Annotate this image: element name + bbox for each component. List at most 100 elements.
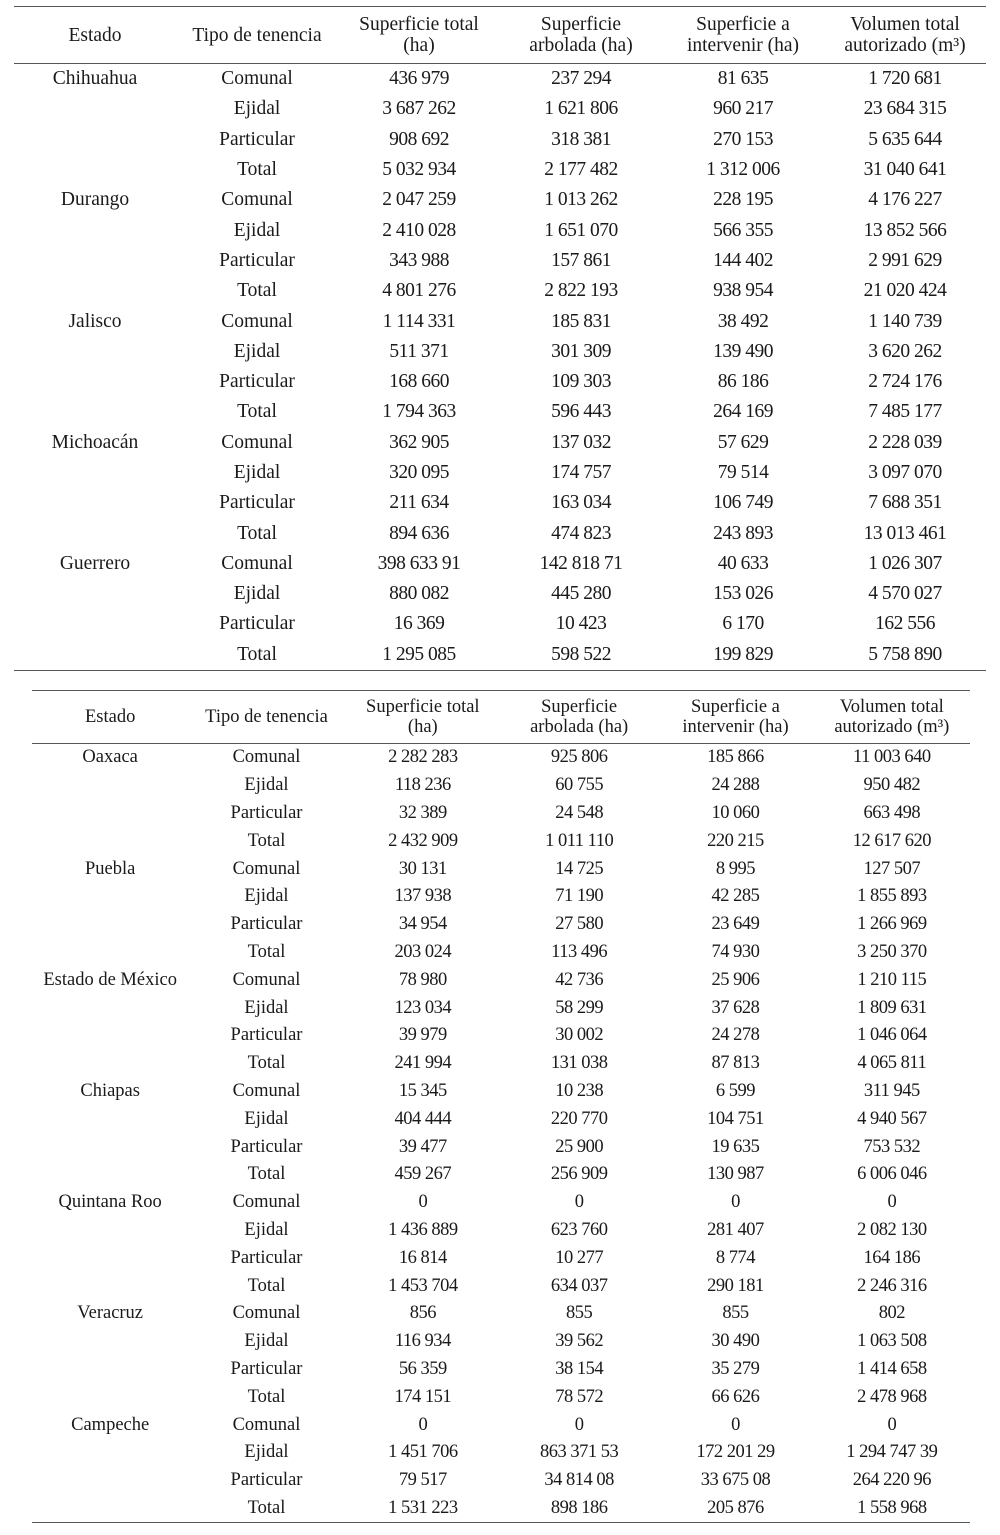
table-row: Particular 39 979 30 002 24 278 1 046 064: [32, 1022, 970, 1050]
cell-estado: [14, 609, 176, 639]
cell-superficie-intervenir: 1 312 006: [706, 159, 780, 181]
cell-tipo-tenencia: Ejidal: [233, 219, 281, 241]
table-row: Durango Comunal 2 047 259 1 013 262 228 195 4…: [14, 185, 986, 215]
cell-tipo-tenencia: Total: [237, 280, 277, 302]
cell-superficie-intervenir: 33 675 08: [700, 1470, 771, 1491]
cell-superficie-total: 137 938: [394, 886, 452, 907]
cell-volumen-autorizado: 21 020 424: [863, 280, 947, 302]
table-row: Chihuahua Comunal 436 979 237 294 81 635 1 72…: [14, 64, 986, 95]
cell-tipo-tenencia: Total: [247, 1053, 286, 1074]
cell-estado: Quintana Roo: [58, 1192, 162, 1213]
cell-volumen-autorizado: 13 013 461: [863, 522, 947, 544]
cell-estado: [32, 827, 188, 855]
cell-volumen-autorizado: 6 006 046: [857, 1164, 927, 1185]
header-row: Estado Tipo de tenencia Superficie total (…: [14, 6, 986, 64]
cell-superficie-intervenir: 8 774: [715, 1247, 756, 1268]
cell-estado: [32, 1244, 188, 1272]
cell-superficie-intervenir: 0: [731, 1414, 740, 1435]
cell-superficie-intervenir: 106 749: [713, 492, 773, 514]
cell-superficie-arbolada: 634 037: [550, 1275, 608, 1296]
column-header-superficie-intervenir: Superficie a intervenir (ha): [682, 697, 789, 737]
cell-estado: [32, 883, 188, 911]
table-row: Total 5 032 934 2 177 482 1 312 006 31 040 6…: [14, 155, 986, 185]
table-row: Total 174 151 78 572 66 626 2 478 968: [32, 1383, 970, 1411]
cell-superficie-arbolada: 855: [566, 1303, 593, 1324]
cell-tipo-tenencia: Particular: [230, 1247, 303, 1268]
cell-superficie-intervenir: 66 626: [711, 1386, 760, 1407]
cell-superficie-intervenir: 199 829: [713, 643, 773, 665]
cell-superficie-arbolada: 60 755: [555, 775, 604, 796]
cell-estado: [32, 1328, 188, 1356]
cell-tipo-tenencia: Total: [247, 941, 286, 962]
cell-tipo-tenencia: Ejidal: [244, 1331, 289, 1352]
cell-superficie-arbolada: 2 177 482: [544, 159, 618, 181]
cell-volumen-autorizado: 164 186: [863, 1247, 921, 1268]
cell-superficie-intervenir: 24 288: [711, 775, 760, 796]
cell-tipo-tenencia: Total: [247, 830, 286, 851]
cell-estado: [14, 397, 176, 427]
cell-tipo-tenencia: Particular: [219, 613, 295, 635]
table-row: Veracruz Comunal 856 855 855 802: [32, 1300, 970, 1328]
cell-volumen-autorizado: 4 176 227: [868, 189, 942, 211]
cell-superficie-intervenir: 10 060: [711, 802, 760, 823]
cell-volumen-autorizado: 1 414 658: [857, 1358, 927, 1379]
column-header-volumen-autorizado: Volumen total autorizado (m³): [834, 697, 950, 737]
cell-tipo-tenencia: Particular: [219, 128, 295, 150]
cell-superficie-arbolada: 42 736: [555, 969, 604, 990]
table-row: Total 241 994 131 038 87 813 4 065 811: [32, 1050, 970, 1078]
table-row: Ejidal 404 444 220 770 104 751 4 940 567: [32, 1105, 970, 1133]
table-row: Campeche Comunal 0 0 0 0: [32, 1411, 970, 1439]
table-row: Ejidal 880 082 445 280 153 026 4 570 027: [14, 579, 986, 609]
table-row: Particular 32 389 24 548 10 060 663 498: [32, 800, 970, 828]
cell-volumen-autorizado: 1 210 115: [857, 969, 927, 990]
cell-superficie-arbolada: 78 572: [555, 1386, 604, 1407]
cell-tipo-tenencia: Ejidal: [244, 997, 289, 1018]
cell-superficie-arbolada: 1 011 110: [545, 830, 614, 851]
cell-tipo-tenencia: Ejidal: [244, 1219, 289, 1240]
table-row: Total 2 432 909 1 011 110 220 215 12 617 620: [32, 827, 970, 855]
cell-superficie-intervenir: 130 987: [707, 1164, 764, 1185]
cell-superficie-intervenir: 37 628: [711, 997, 760, 1018]
cell-superficie-total: 5 032 934: [382, 159, 456, 181]
cell-tipo-tenencia: Total: [247, 1497, 286, 1518]
cell-superficie-intervenir: 8 995: [715, 858, 756, 879]
table-row: Jalisco Comunal 1 114 331 185 831 38 492 1 14…: [14, 306, 986, 336]
cell-superficie-total: 118 236: [394, 775, 451, 796]
column-header-superficie-total: Superficie total (ha): [366, 697, 480, 737]
cell-volumen-autorizado: 1 026 307: [868, 552, 942, 574]
cell-superficie-total: 436 979: [389, 68, 449, 90]
cell-tipo-tenencia: Ejidal: [244, 775, 289, 796]
cell-superficie-arbolada: 2 822 193: [544, 280, 618, 302]
cell-superficie-intervenir: 23 649: [711, 914, 760, 935]
cell-estado: [32, 1105, 188, 1133]
table-row: Total 1 295 085 598 522 199 829 5 758 890: [14, 640, 986, 671]
table-row: Particular 39 477 25 900 19 635 753 532: [32, 1133, 970, 1161]
cell-superficie-intervenir: 205 876: [707, 1497, 764, 1518]
cell-estado: [32, 1217, 188, 1245]
table-row: Total 1 794 363 596 443 264 169 7 485 177: [14, 397, 986, 427]
table-row: Ejidal 511 371 301 309 139 490 3 620 262: [14, 337, 986, 367]
forest-data-table-1: Estado Tipo de tenencia Superficie total (…: [14, 6, 986, 671]
cell-volumen-autorizado: 311 945: [863, 1080, 920, 1101]
table-row: Estado de México Comunal 78 980 42 736 25 90…: [32, 966, 970, 994]
cell-superficie-total: 2 047 259: [382, 189, 456, 211]
cell-superficie-intervenir: 855: [722, 1303, 749, 1324]
cell-tipo-tenencia: Comunal: [232, 1192, 301, 1213]
cell-superficie-total: 0: [418, 1192, 428, 1213]
cell-volumen-autorizado: 2 724 176: [868, 371, 942, 393]
cell-superficie-total: 15 345: [398, 1080, 447, 1101]
cell-tipo-tenencia: Particular: [230, 1358, 303, 1379]
cell-superficie-intervenir: 104 751: [707, 1108, 764, 1129]
column-header-estado: Estado: [68, 24, 122, 46]
cell-superficie-total: 241 994: [394, 1053, 452, 1074]
cell-estado: [14, 640, 176, 671]
cell-tipo-tenencia: Ejidal: [233, 98, 281, 120]
cell-superficie-intervenir: 6 170: [722, 613, 764, 635]
cell-superficie-arbolada: 237 294: [551, 68, 611, 90]
cell-volumen-autorizado: 2 991 629: [868, 249, 942, 271]
header-row: Estado Tipo de tenencia Superficie total (…: [32, 690, 970, 744]
cell-superficie-arbolada: 925 806: [550, 747, 608, 768]
column-header-tipo-tenencia: Tipo de tenencia: [192, 24, 322, 46]
cell-superficie-arbolada: 131 038: [550, 1053, 608, 1074]
cell-superficie-total: 39 979: [398, 1025, 447, 1046]
